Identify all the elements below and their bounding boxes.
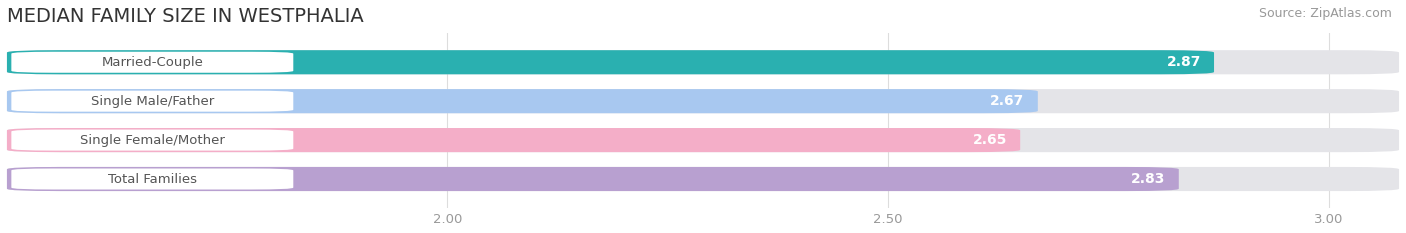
FancyBboxPatch shape: [7, 167, 1399, 191]
FancyBboxPatch shape: [7, 167, 1178, 191]
Text: 2.83: 2.83: [1132, 172, 1166, 186]
Text: MEDIAN FAMILY SIZE IN WESTPHALIA: MEDIAN FAMILY SIZE IN WESTPHALIA: [7, 7, 364, 26]
FancyBboxPatch shape: [11, 130, 294, 151]
FancyBboxPatch shape: [11, 52, 294, 73]
FancyBboxPatch shape: [7, 128, 1021, 152]
Text: Single Female/Mother: Single Female/Mother: [80, 134, 225, 147]
Text: Source: ZipAtlas.com: Source: ZipAtlas.com: [1258, 7, 1392, 20]
FancyBboxPatch shape: [7, 128, 1399, 152]
FancyBboxPatch shape: [7, 89, 1399, 113]
Text: 2.87: 2.87: [1167, 55, 1201, 69]
Text: Married-Couple: Married-Couple: [101, 56, 204, 69]
Text: Single Male/Father: Single Male/Father: [91, 95, 214, 108]
FancyBboxPatch shape: [7, 50, 1213, 74]
FancyBboxPatch shape: [7, 89, 1038, 113]
Text: 2.65: 2.65: [973, 133, 1007, 147]
Text: 2.67: 2.67: [990, 94, 1025, 108]
Text: Total Families: Total Families: [108, 172, 197, 185]
FancyBboxPatch shape: [11, 91, 294, 112]
FancyBboxPatch shape: [7, 50, 1399, 74]
FancyBboxPatch shape: [11, 168, 294, 189]
